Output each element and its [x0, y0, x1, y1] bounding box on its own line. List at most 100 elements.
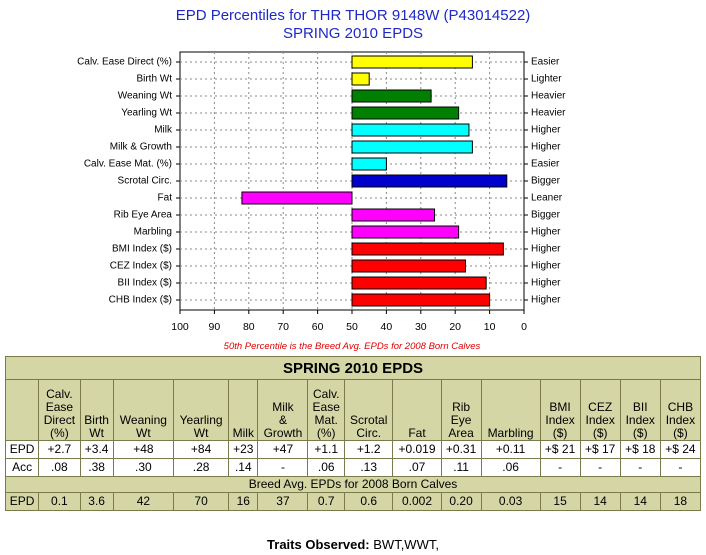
x-tick-label: 90: [209, 321, 221, 333]
x-tick-label: 20: [449, 321, 461, 333]
x-tick-label: 60: [312, 321, 324, 333]
x-tick-label: 40: [381, 321, 393, 333]
category-label: CEZ Index ($): [110, 261, 172, 272]
breed-epd-value: 37: [257, 492, 309, 511]
breed-row-label: EPD: [4, 492, 40, 511]
bars-group: [241, 55, 508, 307]
right-labels-group: Easier Lighter Heavier Heavier Higher Higher E…: [531, 57, 566, 306]
epd-value: +0.019: [392, 440, 442, 459]
acc-value: -: [659, 458, 702, 477]
breed-epd-value: 0.6: [343, 492, 394, 511]
direction-label: Higher: [531, 261, 561, 272]
category-label: Yearling Wt: [121, 108, 172, 119]
epd-value: +$ 17: [579, 440, 621, 459]
acc-value: -: [539, 458, 581, 477]
column-header: Milk & Growth: [257, 379, 309, 441]
breed-epd-value: 18: [659, 492, 702, 511]
epd-value: +47: [257, 440, 309, 459]
direction-label: Higher: [531, 125, 561, 136]
category-label: BII Index ($): [118, 278, 172, 289]
acc-value: .08: [38, 458, 81, 477]
bar-5: [351, 140, 473, 154]
category-label: Milk: [154, 125, 173, 136]
epd-value: +0.31: [440, 440, 482, 459]
epd-value: +84: [172, 440, 230, 459]
breed-title: Breed Avg. EPDs for 2008 Born Calves: [5, 476, 701, 493]
epd-value: +0.11: [480, 440, 541, 459]
acc-value: .14: [228, 458, 259, 477]
category-label: Calv. Ease Direct (%): [77, 57, 172, 68]
bar-6: [351, 157, 387, 171]
x-tick-label: 10: [484, 321, 496, 333]
direction-label: Easier: [531, 57, 560, 68]
direction-label: Leaner: [531, 193, 563, 204]
direction-label: Bigger: [531, 176, 561, 187]
category-label: Fat: [158, 193, 173, 204]
x-ticks-group: 100 90 80 70 60 50 40 30 20 10 0: [171, 310, 527, 333]
traits-label: Traits Observed:: [267, 537, 370, 552]
chart-subtitle: SPRING 2010 EPDS: [283, 25, 423, 42]
direction-label: Heavier: [531, 91, 566, 102]
bar-14: [351, 293, 491, 307]
direction-label: Higher: [531, 142, 561, 153]
breed-epd-value: 14: [579, 492, 621, 511]
acc-value: .07: [392, 458, 442, 477]
breed-epd-value: 15: [539, 492, 581, 511]
acc-value: .11: [440, 458, 482, 477]
column-header: BMI Index ($): [539, 379, 581, 441]
acc-value: -: [579, 458, 621, 477]
column-header: Weaning Wt: [112, 379, 175, 441]
column-header: Birth Wt: [79, 379, 114, 441]
column-header: BII Index ($): [619, 379, 661, 441]
header-corner: [4, 379, 40, 441]
column-header: CHB Index ($): [659, 379, 702, 441]
table-title-row: SPRING 2010 EPDS: [5, 356, 701, 380]
direction-label: Higher: [531, 295, 561, 306]
column-header: Calv. Ease Direct (%): [38, 379, 81, 441]
direction-label: Higher: [531, 227, 561, 238]
acc-value: .13: [343, 458, 394, 477]
bar-4: [351, 123, 470, 137]
table-header-row: Calv. Ease Direct (%) Birth Wt Weaning Wt Yearli…: [4, 379, 702, 441]
breed-epd-row: EPD 0.1 3.6 42 70 16 37 0.7 0.6 0.002 0.20 0.03 15 14…: [4, 492, 702, 511]
category-label: Rib Eye Area: [114, 210, 173, 221]
epd-value: +$ 24: [659, 440, 702, 459]
x-tick-label: 80: [243, 321, 255, 333]
bar-8: [241, 191, 353, 205]
breed-epd-value: 3.6: [79, 492, 114, 511]
bar-7: [351, 174, 508, 188]
x-tick-label: 0: [521, 321, 527, 333]
breed-epd-value: 0.1: [38, 492, 81, 511]
acc-row: Acc .08.38.30.28.14- .06.13.07.11.06- - - -: [4, 458, 702, 477]
column-header: Yearling Wt: [172, 379, 230, 441]
breed-title-row: Breed Avg. EPDs for 2008 Born Calves: [5, 476, 701, 493]
breed-epd-value: 0.03: [480, 492, 541, 511]
direction-label: Lighter: [531, 74, 562, 85]
acc-value: .28: [172, 458, 230, 477]
bar-13: [351, 276, 487, 290]
category-label: Weaning Wt: [118, 91, 173, 102]
x-tick-label: 50: [346, 321, 358, 333]
breed-epd-value: 42: [112, 492, 175, 511]
epd-table: SPRING 2010 EPDS Calv. Ease Direct (%) Birth W…: [4, 356, 702, 511]
acc-value: .38: [79, 458, 114, 477]
direction-label: Higher: [531, 244, 561, 255]
chart-title: EPD Percentiles for THR THOR 9148W (P430…: [176, 7, 531, 24]
traits-observed: Traits Observed: BWT,WWT,: [0, 537, 706, 552]
bar-3: [351, 106, 460, 120]
acc-value: -: [257, 458, 309, 477]
column-header: Rib Eye Area: [440, 379, 482, 441]
column-header: Marbling: [480, 379, 541, 441]
acc-value: .06: [307, 458, 345, 477]
breed-epd-value: 14: [619, 492, 661, 511]
epd-value: +1.1: [307, 440, 345, 459]
direction-label: Bigger: [531, 210, 561, 221]
left-labels-group: Calv. Ease Direct (%) Birth Wt Weaning Wt Y…: [77, 57, 173, 306]
breed-avg-note: 50th Percentile is the Breed Avg. EPDs f…: [224, 341, 481, 352]
column-header: Fat: [392, 379, 442, 441]
acc-row-label: Acc: [4, 458, 40, 477]
bar-9: [351, 208, 436, 222]
epd-value: +48: [112, 440, 175, 459]
column-header: CEZ Index ($): [579, 379, 621, 441]
category-label: Calv. Ease Mat. (%): [84, 159, 172, 170]
